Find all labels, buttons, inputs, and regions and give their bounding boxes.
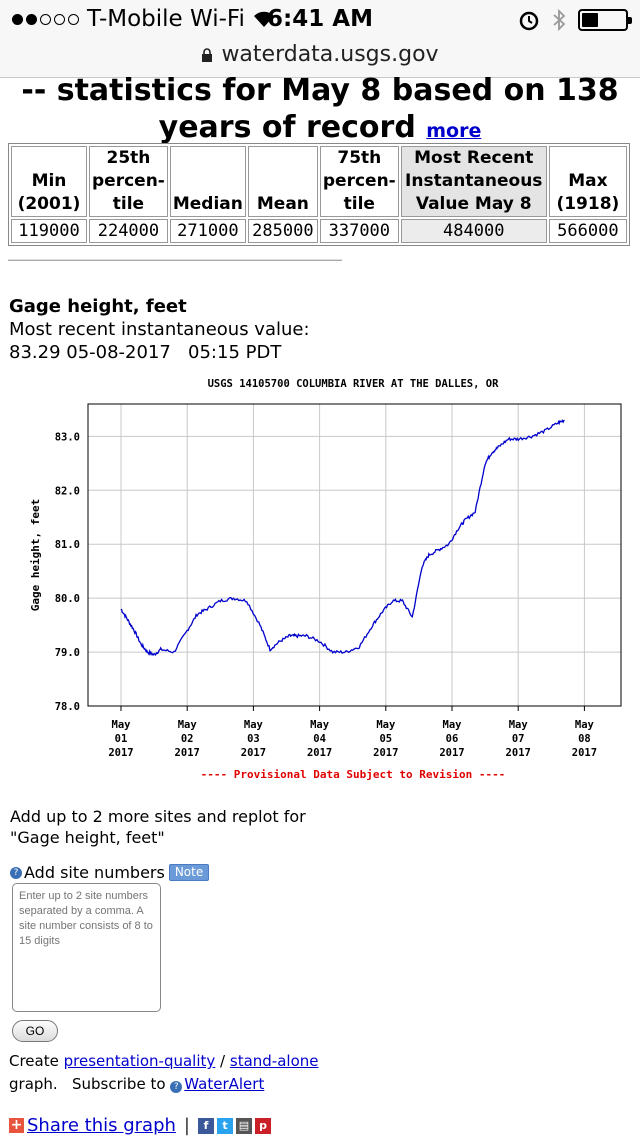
x-tick-label: May 06 2017 <box>439 719 464 759</box>
y-axis: 78.0 79.0 80.0 81.0 82.0 83.0 <box>55 431 80 713</box>
gage-heading: Gage height, feet <box>9 296 187 317</box>
x-tick-label: May 02 2017 <box>175 719 200 759</box>
wateralert-link[interactable]: WaterAlert <box>184 1075 265 1093</box>
header-p25: 25th percen-tile <box>89 146 168 217</box>
value-mean: 285000 <box>247 219 318 243</box>
plot-frame <box>87 403 622 707</box>
recent-value: 83.29 05-08-2017 05:15 PDT <box>9 342 282 363</box>
y-tick-label: 82.0 <box>55 485 80 497</box>
signal-strength-icon <box>12 13 79 25</box>
plus-icon: + <box>9 1117 24 1133</box>
create-graph-links: Create presentation-quality / stand-alon… <box>9 1052 319 1093</box>
value-max: 566000 <box>548 219 627 243</box>
y-tick-label: 81.0 <box>55 539 80 551</box>
x-tick-label: May 05 2017 <box>373 719 398 759</box>
y-tick-label: 80.0 <box>55 593 80 605</box>
twitter-icon[interactable]: t <box>217 1117 233 1134</box>
statistics-table: Min (2001) 25th percen-tile Median Mean 75… <box>8 143 630 246</box>
lock-icon <box>202 48 213 62</box>
recent-value-label: Most recent instantaneous value: <box>9 319 310 340</box>
value-recent: 484000 <box>400 219 547 243</box>
note-badge[interactable]: Note <box>168 864 210 881</box>
wifi-icon <box>253 11 274 27</box>
stand-alone-link[interactable]: stand-alone <box>229 1052 319 1070</box>
print-icon[interactable]: ▤ <box>236 1117 252 1134</box>
gage-height-graph: USGS 14105700 COLUMBIA RIVER AT THE DALL… <box>29 378 622 781</box>
facebook-icon[interactable]: f <box>198 1117 214 1134</box>
x-tick-label: May 04 2017 <box>307 719 332 759</box>
clock: 6:41 AM <box>267 6 373 32</box>
go-button[interactable]: GO <box>12 1020 58 1042</box>
share-graph-link[interactable]: Share this graph <box>27 1115 176 1136</box>
value-p75: 337000 <box>319 219 399 243</box>
share-row: + Share this graph | f t ▤ p <box>9 1115 274 1136</box>
alarm-icon <box>519 11 539 31</box>
presentation-quality-link[interactable]: presentation-quality <box>63 1052 216 1070</box>
site-numbers-input[interactable] <box>12 883 161 1012</box>
value-min: 119000 <box>11 219 87 243</box>
chart-grid <box>88 404 621 707</box>
help-icon[interactable]: ? <box>170 1081 183 1093</box>
header-max: Max (1918) <box>548 146 627 217</box>
divider <box>8 259 342 261</box>
status-bar: T-Mobile Wi-Fi 6:41 AM <box>0 0 640 40</box>
header-mean: Mean <box>247 146 318 217</box>
y-tick-label: 78.0 <box>55 701 80 713</box>
provisional-note: ---- Provisional Data Subject to Revisio… <box>201 768 506 781</box>
value-p25: 224000 <box>89 219 168 243</box>
table-header-row: Min (2001) 25th percen-tile Median Mean 75… <box>11 146 627 217</box>
bluetooth-icon <box>553 8 566 32</box>
add-sites-text: Add up to 2 more sites and replot for "G… <box>10 807 306 847</box>
url-text: waterdata.usgs.gov <box>221 42 439 67</box>
series-line <box>120 419 565 657</box>
more-link[interactable]: more <box>426 120 482 142</box>
x-tick-label: May 08 2017 <box>572 719 597 759</box>
header-min: Min (2001) <box>11 146 87 217</box>
x-axis: May 01 2017 May 02 2017 May 03 2017 May 04 2017 May 0… <box>108 706 597 759</box>
header-recent: Most Recent Instantaneous Value May 8 <box>400 146 547 217</box>
battery-icon <box>578 9 632 31</box>
pinterest-icon[interactable]: p <box>255 1117 271 1134</box>
address-bar[interactable]: waterdata.usgs.gov <box>0 40 640 78</box>
y-tick-label: 83.0 <box>55 431 80 443</box>
chart-title: USGS 14105700 COLUMBIA RIVER AT THE DALL… <box>208 378 499 390</box>
value-median: 271000 <box>169 219 246 243</box>
stats-title: -- statistics for May 8 based on 138 yea… <box>21 73 619 145</box>
y-tick-label: 79.0 <box>55 647 80 659</box>
y-axis-label: Gage height, feet <box>29 499 42 612</box>
carrier-name: T-Mobile Wi-Fi <box>87 6 245 32</box>
carrier-info: T-Mobile Wi-Fi <box>12 6 275 32</box>
help-icon[interactable]: ? <box>10 866 22 879</box>
header-p75: 75th percen-tile <box>319 146 399 217</box>
header-median: Median <box>169 146 246 217</box>
x-tick-label: May 03 2017 <box>241 719 266 759</box>
table-row: 119000 224000 271000 285000 337000 48400… <box>11 219 627 243</box>
add-site-label: ? Add site numbers Note <box>10 863 210 882</box>
x-tick-label: May 07 2017 <box>506 719 531 759</box>
x-tick-label: May 01 2017 <box>108 719 133 759</box>
